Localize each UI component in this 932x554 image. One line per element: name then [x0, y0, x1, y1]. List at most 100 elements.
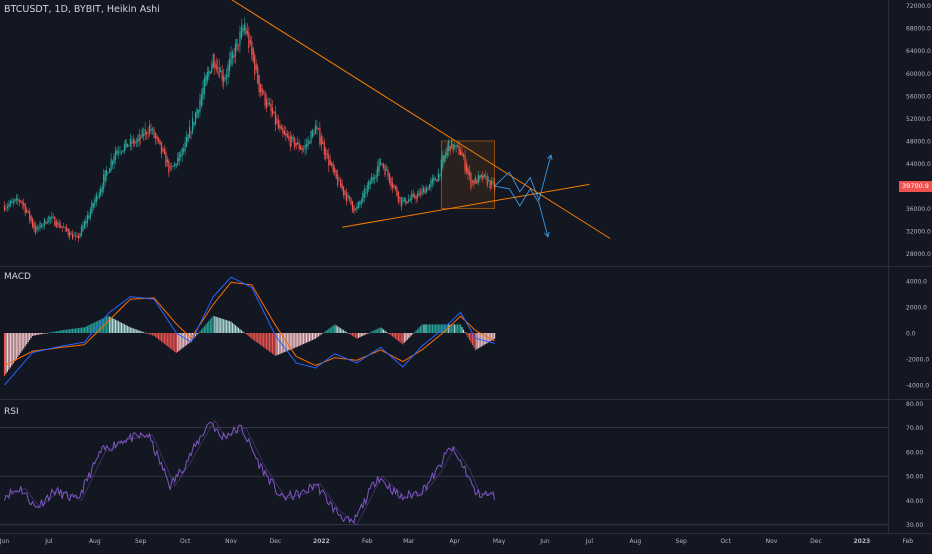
macd-hist-bar — [135, 329, 137, 333]
macd-hist-bar — [316, 333, 318, 338]
macd-hist-bar — [240, 330, 242, 333]
macd-hist-bar — [468, 333, 471, 340]
macd-hist-bar — [152, 333, 154, 336]
candle-body — [458, 145, 460, 155]
candle-body — [180, 155, 182, 157]
macd-hist-bar — [94, 322, 96, 333]
macd-hist-bar — [159, 333, 161, 341]
macd-hist-bar — [89, 324, 91, 333]
macd-hist-bar — [360, 333, 362, 337]
candle-body — [120, 151, 123, 153]
macd-hist-bar — [420, 325, 422, 333]
macd-hist-bar — [98, 320, 100, 333]
macd-hist-bar — [313, 333, 315, 340]
macd-hist-bar — [27, 333, 29, 343]
rsi-tick-label: 80.00 — [906, 401, 923, 408]
macd-hist-bar — [311, 333, 314, 341]
macd-hist-bar — [110, 317, 112, 333]
candle-body — [282, 128, 284, 134]
macd-hist-bar — [418, 327, 420, 333]
time-axis-label: Dec — [810, 538, 822, 545]
candle-body — [486, 176, 488, 186]
macd-hist-bar — [147, 333, 149, 334]
macd-hist-bar — [473, 333, 475, 348]
macd-hist-bar — [285, 333, 287, 352]
macd-hist-bar — [184, 333, 186, 347]
macd-hist-bar — [308, 333, 311, 342]
candle-body — [129, 138, 131, 146]
macd-hist-bar — [430, 324, 432, 333]
candle-body — [434, 178, 436, 181]
candle-body — [391, 182, 394, 189]
candle-body — [424, 189, 426, 194]
macd-hist-bar — [138, 330, 140, 333]
candle-body — [177, 157, 179, 165]
macd-hist-bar — [226, 320, 228, 333]
candle-body — [354, 209, 357, 211]
candle-body — [385, 169, 388, 171]
macd-hist-bar — [425, 324, 428, 333]
macd-hist-bar — [431, 324, 433, 333]
macd-hist-bar — [298, 333, 300, 346]
candle-body — [347, 195, 349, 198]
macd-hist-bar — [189, 333, 191, 343]
macd-hist-bar — [26, 333, 28, 345]
macd-hist-bar — [457, 324, 459, 333]
candle-body — [372, 177, 374, 181]
candle-body — [351, 201, 354, 211]
macd-hist-bar — [289, 333, 291, 350]
candle-body — [345, 192, 348, 202]
candle-body — [304, 145, 306, 150]
time-axis-label: Aug — [629, 538, 641, 545]
time-axis-label: Feb — [902, 538, 913, 545]
macd-hist-bar — [70, 328, 72, 333]
candle-body — [470, 173, 472, 188]
candle-body — [455, 144, 457, 147]
time-axis-label: Mar — [403, 538, 415, 545]
macd-hist-bar — [257, 333, 259, 344]
macd-hist-bar — [166, 333, 168, 347]
macd-hist-bar — [157, 333, 160, 340]
candle-body — [57, 222, 59, 225]
candle-body — [399, 196, 401, 199]
candle-body — [265, 98, 268, 108]
macd-hist-bar — [381, 328, 383, 333]
macd-hist-bar — [187, 333, 189, 344]
macd-hist-bar — [400, 333, 402, 344]
candle-body — [468, 171, 471, 176]
macd-hist-bar — [112, 318, 114, 333]
macd-hist-bar — [452, 324, 454, 333]
macd-hist-bar — [345, 332, 348, 333]
candle-body — [60, 225, 62, 228]
candle-body — [452, 144, 454, 151]
macd-hist-bar — [251, 333, 253, 339]
macd-hist-bar — [436, 324, 438, 333]
candle-body — [125, 139, 127, 148]
candle-body — [52, 217, 54, 218]
candle-body — [143, 133, 145, 136]
candle-body — [36, 226, 38, 230]
macd-hist-bar — [42, 333, 44, 334]
macd-hist-bar — [494, 333, 496, 339]
price-tick-label: 28000.0 — [906, 251, 931, 258]
candle-body — [18, 199, 20, 202]
candle-body — [174, 163, 176, 167]
candle-body — [40, 225, 43, 227]
macd-hist-bar — [274, 333, 277, 356]
macd-hist-bar — [172, 333, 174, 351]
candle-body — [32, 218, 34, 227]
macd-hist-bar — [283, 333, 285, 353]
candle-body — [5, 207, 7, 209]
price-tick-label: 52000.0 — [906, 116, 931, 123]
macd-hist-bar — [183, 333, 185, 348]
candle-body — [257, 67, 259, 84]
candle-body — [196, 108, 198, 119]
macd-hist-bar — [120, 322, 123, 333]
candle-body — [279, 124, 281, 129]
macd-hist-bar — [3, 333, 6, 376]
macd-hist-bar — [76, 328, 78, 333]
macd-hist-bar — [310, 333, 312, 341]
candle-body — [406, 201, 408, 203]
